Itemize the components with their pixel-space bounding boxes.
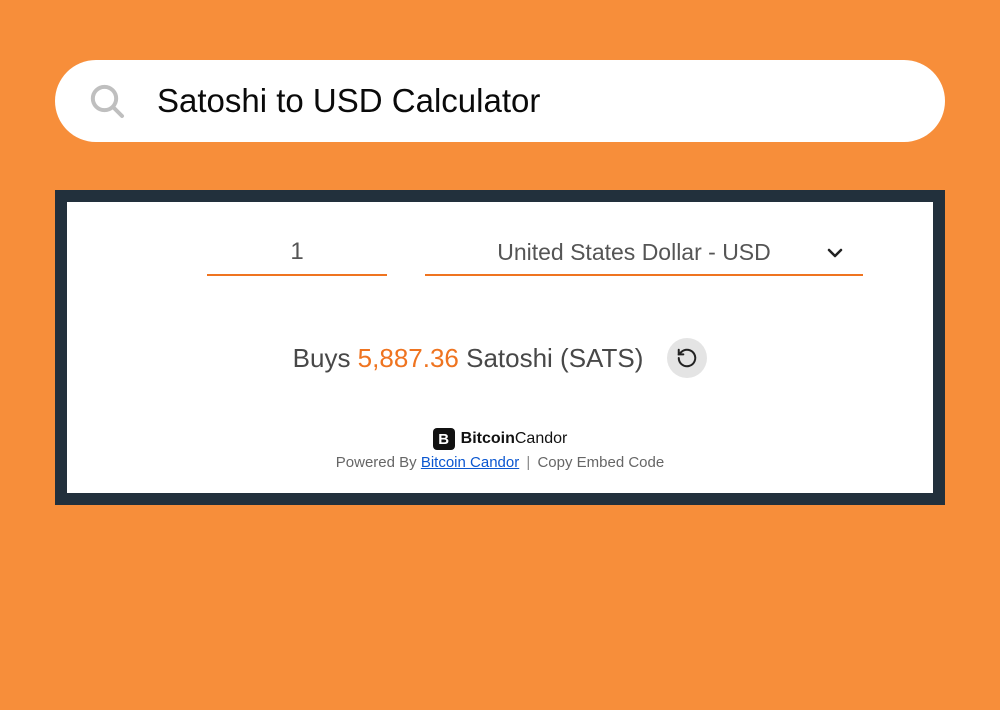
calculator-widget: United States Dollar - USD Buys 5,887.36… [67,202,933,493]
widget-footer: B BitcoinCandor Powered By Bitcoin Cando… [127,428,873,471]
powered-line: Powered By Bitcoin Candor | Copy Embed C… [127,454,873,471]
search-icon [85,79,129,123]
calculator-widget-frame: United States Dollar - USD Buys 5,887.36… [55,190,945,505]
copy-embed-link[interactable]: Copy Embed Code [537,454,664,471]
refresh-button[interactable] [667,338,707,378]
result-value: 5,887.36 [358,343,459,373]
currency-select[interactable]: United States Dollar - USD [425,233,863,276]
result-suffix: Satoshi (SATS) [459,343,643,373]
separator: | [522,454,534,471]
brand-candor: Candor [515,430,567,447]
search-bar [55,60,945,142]
refresh-icon [676,347,698,369]
search-input[interactable] [157,82,915,120]
input-row: United States Dollar - USD [207,232,863,276]
brand-bitcoin: Bitcoin [461,430,515,447]
result-prefix: Buys [293,343,358,373]
powered-link[interactable]: Bitcoin Candor [421,454,519,471]
powered-prefix: Powered By [336,454,421,471]
result-text: Buys 5,887.36 Satoshi (SATS) [293,343,644,374]
chevron-down-icon [827,242,843,263]
brand-icon: B [433,428,455,450]
brand-logo: B BitcoinCandor [433,428,568,450]
amount-input[interactable] [207,232,387,276]
currency-label: United States Dollar - USD [441,239,827,266]
brand-text: BitcoinCandor [461,430,568,448]
result-row: Buys 5,887.36 Satoshi (SATS) [127,338,873,378]
